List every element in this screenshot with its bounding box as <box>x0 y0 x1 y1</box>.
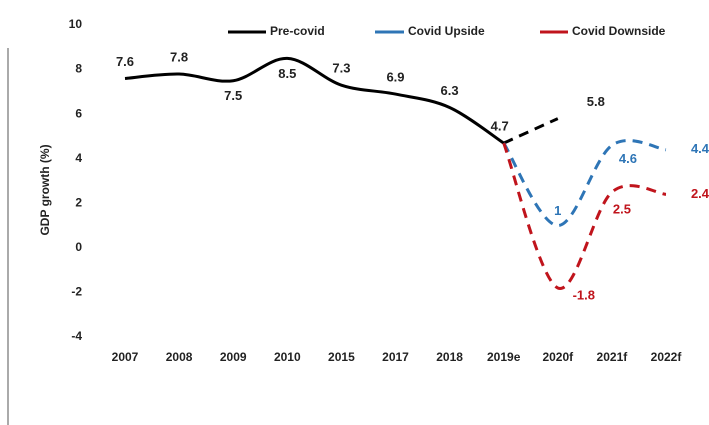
data-label: 6.3 <box>441 83 459 98</box>
legend-label: Pre-covid <box>270 24 325 38</box>
x-tick-label: 2009 <box>220 350 247 364</box>
legend-label: Covid Upside <box>408 24 485 38</box>
x-tick-label: 2022f <box>651 350 683 364</box>
y-tick-label: 2 <box>75 195 82 209</box>
y-tick-label: 8 <box>75 62 82 76</box>
series-line <box>503 117 559 145</box>
data-label: -1.8 <box>573 287 595 302</box>
x-tick-label: 2021f <box>597 350 629 364</box>
data-label: 7.6 <box>116 54 134 69</box>
series-line <box>124 56 505 145</box>
data-label: 4.7 <box>491 119 509 134</box>
data-label: 4.4 <box>691 141 709 156</box>
data-label: 8.5 <box>278 66 296 81</box>
x-tick-label: 2010 <box>274 350 301 364</box>
y-tick-label: 6 <box>75 106 82 120</box>
series-line <box>502 139 667 228</box>
data-label: 2.5 <box>613 202 631 217</box>
y-tick-label: 4 <box>75 151 82 165</box>
y-tick-label: 10 <box>69 17 83 31</box>
x-tick-label: 2015 <box>328 350 355 364</box>
data-label: 2.4 <box>691 186 709 201</box>
y-axis-label: GDP growth (%) <box>38 144 52 235</box>
y-tick-label: -2 <box>71 285 82 299</box>
data-label: 4.6 <box>619 151 637 166</box>
x-tick-label: 2008 <box>166 350 193 364</box>
y-tick-label: 0 <box>75 240 82 254</box>
x-tick-label: 2018 <box>436 350 463 364</box>
x-tick-label: 2020f <box>542 350 574 364</box>
data-label: 7.5 <box>224 88 242 103</box>
y-tick-label: -4 <box>71 329 82 343</box>
x-tick-label: 2017 <box>382 350 409 364</box>
data-label: 1 <box>554 203 561 218</box>
x-tick-label: 2007 <box>112 350 139 364</box>
x-tick-label: 2019e <box>487 350 521 364</box>
data-label: 5.8 <box>587 94 605 109</box>
data-label: 6.9 <box>386 70 404 85</box>
legend-label: Covid Downside <box>572 24 666 38</box>
data-label: 7.3 <box>332 61 350 76</box>
series-line <box>502 142 667 290</box>
data-label: 7.8 <box>170 49 188 64</box>
